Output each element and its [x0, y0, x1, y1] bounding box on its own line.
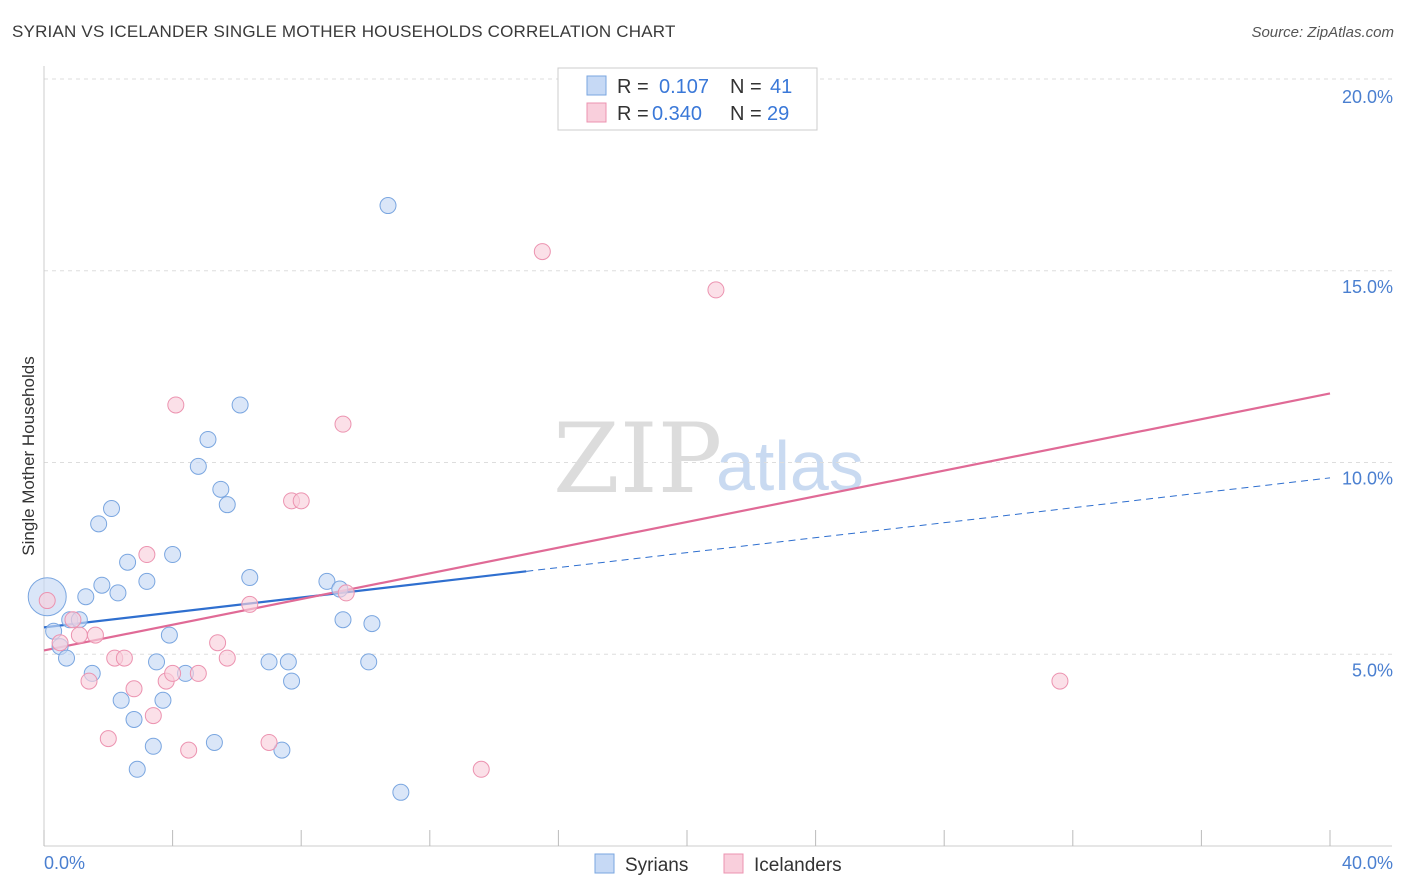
point-syrians — [283, 672, 301, 690]
trend-line-icelanders — [43, 392, 1331, 652]
point-syrians — [334, 611, 352, 629]
bottom-legend-label-icelanders: Icelanders — [754, 855, 842, 876]
legend-swatch-icelanders — [586, 102, 607, 123]
point-syrians — [231, 396, 249, 414]
point-syrians — [90, 515, 108, 533]
point-icelanders — [189, 664, 207, 682]
point-icelanders — [86, 626, 104, 644]
y-tick-label: 5.0% — [1352, 660, 1393, 680]
watermark-zip: ZIP — [553, 403, 722, 515]
legend-r-label-syrians: R = — [617, 76, 649, 98]
chart-title: SYRIAN VS ICELANDER SINGLE MOTHER HOUSEH… — [12, 22, 676, 41]
point-syrians — [77, 588, 95, 606]
point-syrians — [205, 733, 223, 751]
point-syrians — [392, 783, 410, 801]
point-syrians — [164, 546, 182, 564]
legend-r-value-icelanders: 0.340 — [652, 103, 702, 125]
point-icelanders — [167, 396, 185, 414]
point-icelanders — [209, 634, 227, 652]
point-syrians — [360, 653, 378, 671]
watermark-atlas: atlas — [716, 427, 864, 505]
point-icelanders — [70, 626, 88, 644]
point-icelanders — [80, 672, 98, 690]
trend-lines — [43, 392, 1331, 652]
legend-n-label-syrians: N = — [730, 76, 762, 98]
legend-n-label-icelanders: N = — [730, 103, 762, 125]
point-syrians — [93, 576, 111, 594]
point-syrians — [160, 626, 178, 644]
point-icelanders — [1051, 672, 1069, 690]
gridlines — [44, 78, 1392, 655]
trend-line-syrians — [43, 570, 527, 629]
y-tick-label: 10.0% — [1342, 469, 1393, 489]
legend: R = 0.107 N = 41 R = 0.340 N = 29 — [557, 67, 818, 131]
point-syrians — [279, 653, 297, 671]
legend-n-value-syrians: 41 — [770, 76, 792, 98]
point-icelanders — [180, 741, 198, 759]
point-syrians — [318, 572, 336, 590]
bottom-legend: Syrians Icelanders — [594, 853, 842, 876]
point-icelanders — [164, 664, 182, 682]
point-icelanders — [144, 707, 162, 725]
bottom-legend-swatch-icelanders — [723, 853, 744, 874]
axes: 5.0% 10.0% 15.0% 20.0% 0.0% 40.0% — [43, 66, 1393, 873]
point-syrians — [103, 500, 121, 518]
point-syrians — [112, 691, 130, 709]
point-icelanders — [260, 733, 278, 751]
point-icelanders — [38, 592, 56, 610]
point-icelanders — [218, 649, 236, 667]
trend-line-syrians-extrapolated — [526, 477, 1331, 572]
point-icelanders — [64, 611, 82, 629]
point-icelanders — [125, 680, 143, 698]
point-icelanders — [472, 760, 490, 778]
point-syrians — [379, 197, 397, 215]
point-icelanders — [99, 730, 117, 748]
point-syrians — [199, 430, 217, 448]
point-icelanders — [138, 546, 156, 564]
point-icelanders — [115, 649, 133, 667]
source-credit: Source: ZipAtlas.com — [1251, 24, 1394, 41]
bottom-legend-swatch-syrians — [594, 853, 615, 874]
legend-r-label-icelanders: R = — [617, 103, 649, 125]
point-syrians — [212, 480, 230, 498]
point-syrians — [218, 496, 236, 514]
data-points — [27, 197, 1069, 801]
point-icelanders — [707, 281, 725, 299]
point-icelanders — [337, 584, 355, 602]
point-syrians — [128, 760, 146, 778]
point-syrians — [154, 691, 172, 709]
point-syrians — [138, 572, 156, 590]
point-syrians — [125, 710, 143, 728]
point-syrians — [241, 569, 259, 587]
point-icelanders — [292, 492, 310, 510]
point-syrians — [58, 649, 76, 667]
point-syrians — [189, 457, 207, 475]
bottom-legend-label-syrians: Syrians — [625, 855, 688, 876]
point-syrians — [148, 653, 166, 671]
legend-n-value-icelanders: 29 — [767, 103, 789, 125]
x-tick-label-min: 0.0% — [44, 853, 85, 873]
legend-r-value-syrians: 0.107 — [659, 76, 709, 98]
point-syrians — [260, 653, 278, 671]
y-axis-title: Single Mother Households — [19, 356, 38, 555]
point-icelanders — [334, 415, 352, 433]
y-tick-label: 15.0% — [1342, 277, 1393, 297]
point-syrians — [363, 615, 381, 633]
point-syrians — [109, 584, 127, 602]
point-icelanders — [533, 243, 551, 261]
point-syrians — [144, 737, 162, 755]
x-tick-label-max: 40.0% — [1342, 853, 1393, 873]
y-tick-label: 20.0% — [1342, 87, 1393, 107]
point-syrians — [273, 741, 291, 759]
point-icelanders — [241, 595, 259, 613]
legend-swatch-syrians — [586, 75, 607, 96]
point-syrians — [119, 553, 137, 571]
point-icelanders — [51, 634, 69, 652]
